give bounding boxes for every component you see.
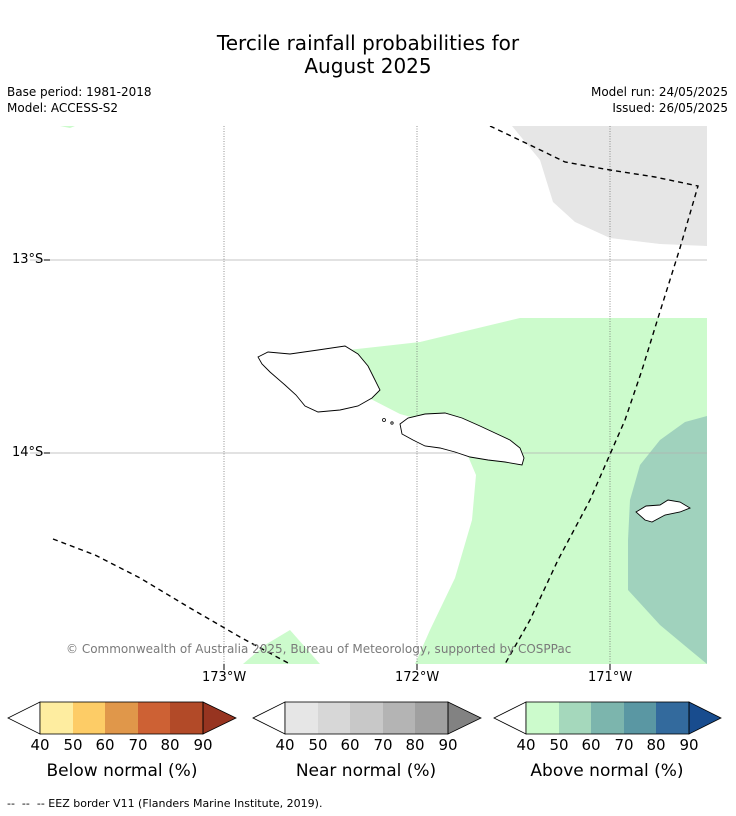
above-tick: 70 [614,736,634,754]
above-tick: 40 [516,736,536,754]
above-tick: 60 [581,736,601,754]
above-tick: 50 [549,736,569,754]
above-tick: 90 [679,736,699,754]
model-name: Model: ACCESS-S2 [7,101,119,115]
base-period: Base period: 1981-2018 [7,85,152,99]
near-tick: 60 [340,736,360,754]
map-canvas [30,126,707,670]
manono-island [382,418,386,422]
savaii-island [257,345,381,413]
copyright-notice: © Commonwealth of Australia 2025, Bureau… [66,642,572,656]
tutuila-island [635,499,692,523]
below-tick: 90 [193,736,213,754]
near-tick: 80 [405,736,425,754]
lat-label-13s: 13°S [12,252,44,267]
legend-title-above: Above normal (%) [530,761,684,781]
lon-label-171w: 171°W [588,670,633,685]
above-normal-region-west [243,630,320,664]
above-normal-region-50 [628,416,707,664]
below-tick: 40 [30,736,50,754]
legend-above-normal [493,701,722,735]
upolu-island [399,412,525,466]
below-tick: 50 [63,736,83,754]
legend-colorbars [7,701,722,735]
eez-footnote: -- -- -- EEZ border V11 (Flanders Marine… [7,797,323,810]
below-tick: 70 [128,736,148,754]
near-tick: 90 [438,736,458,754]
above-normal-region-corner [60,126,75,128]
below-tick: 60 [95,736,115,754]
lon-label-172w: 172°W [395,670,440,685]
chart-title-line1: Tercile rainfall probabilities for [216,31,520,55]
apolima-island [390,421,394,425]
near-tick: 40 [275,736,295,754]
near-tick: 50 [308,736,328,754]
legend-title-near: Near normal (%) [295,761,437,781]
near-tick: 70 [373,736,393,754]
below-tick: 80 [160,736,180,754]
above-tick: 80 [646,736,666,754]
chart-title-line2: August 2025 [304,54,432,78]
legend-below-normal [7,701,237,735]
lon-label-173w: 173°W [202,670,247,685]
issued-date: Issued: 26/05/2025 [612,101,728,115]
eez-border-north [489,126,699,664]
near-normal-region [512,126,707,246]
legend-title-below: Below normal (%) [46,761,198,781]
model-run: Model run: 24/05/2025 [590,85,728,99]
legend-near-normal [252,701,482,735]
lat-label-14s: 14°S [12,445,44,460]
eez-border-southwest [52,538,291,664]
above-normal-region-40 [262,318,707,664]
